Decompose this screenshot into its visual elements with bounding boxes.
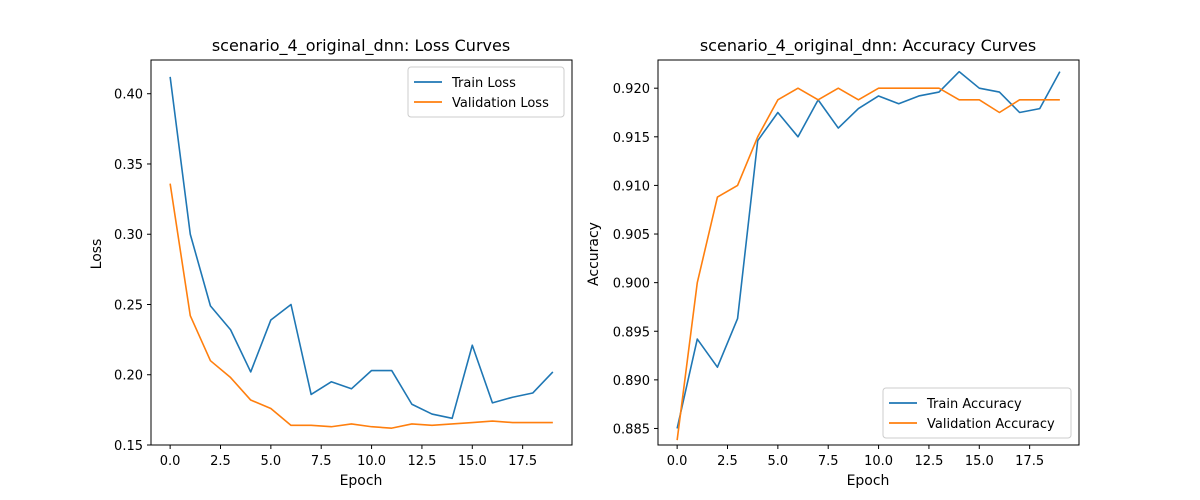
loss-xtick-label: 7.5	[311, 454, 332, 469]
accuracy-series-line-0	[676, 70, 1061, 429]
accuracy-plot-frame	[657, 59, 1080, 446]
accuracy-ytick-label: 0.920	[613, 82, 650, 97]
accuracy-xtick-label: 2.5	[717, 454, 738, 469]
accuracy-xtick-label: 12.5	[914, 454, 943, 469]
loss-xtick-label: 0.0	[160, 454, 181, 469]
accuracy-ytick-label: 0.885	[613, 422, 650, 437]
loss-chart-title: scenario_4_original_dnn: Loss Curves	[212, 36, 510, 56]
loss-series-line-0	[169, 76, 554, 420]
loss-chart-xlabel: Epoch	[340, 473, 383, 489]
accuracy-ytick-label: 0.890	[613, 374, 650, 389]
loss-xtick-label: 15.0	[458, 454, 487, 469]
accuracy-chart-title: scenario_4_original_dnn: Accuracy Curves	[700, 36, 1036, 56]
loss-series-line-1	[169, 183, 553, 429]
accuracy-xtick-label: 5.0	[768, 454, 789, 469]
accuracy-ytick-label: 0.895	[613, 325, 650, 340]
loss-legend-entry-0: Train Loss	[451, 76, 516, 91]
accuracy-legend-entry-0: Train Accuracy	[926, 397, 1022, 412]
accuracy-chart: scenario_4_original_dnn: Accuracy Curves…	[586, 36, 1080, 489]
loss-xtick-label: 5.0	[261, 454, 282, 469]
accuracy-ytick-label: 0.915	[613, 131, 650, 146]
accuracy-xtick-label: 17.5	[1015, 454, 1044, 469]
accuracy-legend-entry-1: Validation Accuracy	[927, 417, 1055, 432]
loss-ytick-label: 0.35	[114, 158, 143, 173]
loss-ytick-label: 0.30	[114, 228, 143, 243]
accuracy-chart-xlabel: Epoch	[847, 473, 890, 489]
loss-xtick-label: 12.5	[407, 454, 436, 469]
accuracy-xtick-label: 10.0	[864, 454, 893, 469]
loss-xtick-label: 10.0	[357, 454, 386, 469]
accuracy-legend-box	[882, 387, 1072, 439]
loss-chart: scenario_4_original_dnn: Loss Curves Epo…	[89, 36, 573, 489]
loss-ytick-label: 0.40	[114, 88, 143, 103]
accuracy-ytick-label: 0.910	[613, 179, 650, 194]
loss-ytick-label: 0.15	[114, 439, 143, 454]
accuracy-chart-ylabel: Accuracy	[586, 222, 602, 286]
loss-legend: Train Loss Validation Loss	[407, 66, 565, 118]
loss-ytick-label: 0.25	[114, 298, 143, 313]
accuracy-xtick-label: 15.0	[965, 454, 994, 469]
accuracy-ytick-label: 0.900	[613, 277, 650, 292]
loss-xtick-label: 17.5	[508, 454, 537, 469]
accuracy-ytick-label: 0.905	[613, 228, 650, 243]
loss-xtick-label: 2.5	[210, 454, 231, 469]
loss-legend-box	[407, 66, 565, 118]
loss-chart-ylabel: Loss	[89, 239, 105, 270]
loss-plot-frame	[150, 59, 573, 446]
accuracy-series-line-1	[676, 87, 1060, 441]
accuracy-legend: Train Accuracy Validation Accuracy	[882, 387, 1072, 439]
accuracy-xtick-label: 0.0	[667, 454, 688, 469]
accuracy-xtick-label: 7.5	[818, 454, 839, 469]
loss-ytick-label: 0.20	[114, 369, 143, 384]
loss-legend-entry-1: Validation Loss	[452, 96, 549, 111]
